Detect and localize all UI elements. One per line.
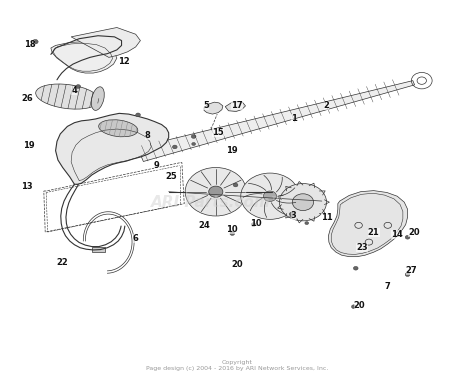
Ellipse shape [91,87,104,111]
Text: 10: 10 [227,224,238,233]
Ellipse shape [36,84,99,109]
Text: 24: 24 [198,221,210,230]
Text: 17: 17 [231,102,243,111]
Circle shape [173,145,177,149]
Ellipse shape [99,120,138,137]
Circle shape [76,85,81,88]
Circle shape [251,223,256,226]
Text: 10: 10 [250,219,262,228]
Text: 4: 4 [72,86,77,96]
Text: 26: 26 [21,94,33,103]
Text: ARI Parts.com™: ARI Parts.com™ [151,196,286,211]
Circle shape [192,143,196,146]
Polygon shape [55,113,169,184]
Polygon shape [137,80,415,162]
Text: 5: 5 [203,102,210,111]
Text: 6: 6 [133,234,138,243]
Text: 22: 22 [57,258,69,267]
Circle shape [289,212,294,216]
Text: 19: 19 [23,141,35,150]
Circle shape [264,191,277,202]
Circle shape [305,221,309,224]
Text: 15: 15 [212,127,224,136]
Text: 12: 12 [118,57,130,65]
Circle shape [185,167,246,216]
Text: 18: 18 [24,40,36,49]
Text: 1: 1 [291,114,296,123]
Text: 8: 8 [145,131,150,140]
Circle shape [33,39,38,44]
Circle shape [241,173,299,219]
Text: 11: 11 [320,213,332,222]
Circle shape [279,183,327,221]
Polygon shape [92,247,105,252]
Polygon shape [71,27,140,58]
Circle shape [292,194,314,211]
Circle shape [233,183,238,187]
Text: 3: 3 [291,211,296,220]
Text: 2: 2 [324,102,329,111]
Circle shape [352,305,356,309]
Circle shape [405,273,410,276]
Circle shape [209,186,223,197]
Polygon shape [225,102,246,112]
Text: 20: 20 [408,228,419,237]
Text: 13: 13 [21,182,33,191]
Text: 27: 27 [406,265,417,274]
Circle shape [136,113,140,117]
Text: 23: 23 [356,243,368,252]
Circle shape [354,266,358,270]
Polygon shape [51,42,117,73]
Text: 25: 25 [165,172,177,181]
Text: 7: 7 [385,282,391,291]
Circle shape [405,235,410,239]
Circle shape [191,135,196,138]
Polygon shape [204,102,223,114]
Text: 14: 14 [392,230,403,239]
Text: 9: 9 [154,161,160,170]
Circle shape [230,232,235,235]
Text: 20: 20 [354,301,365,310]
Text: Copyright
Page design (c) 2004 - 2016 by ARI Network Services, Inc.: Copyright Page design (c) 2004 - 2016 by… [146,360,328,371]
Text: 21: 21 [368,228,380,237]
Polygon shape [328,191,408,257]
Text: 19: 19 [227,146,238,155]
Text: 20: 20 [231,260,243,269]
